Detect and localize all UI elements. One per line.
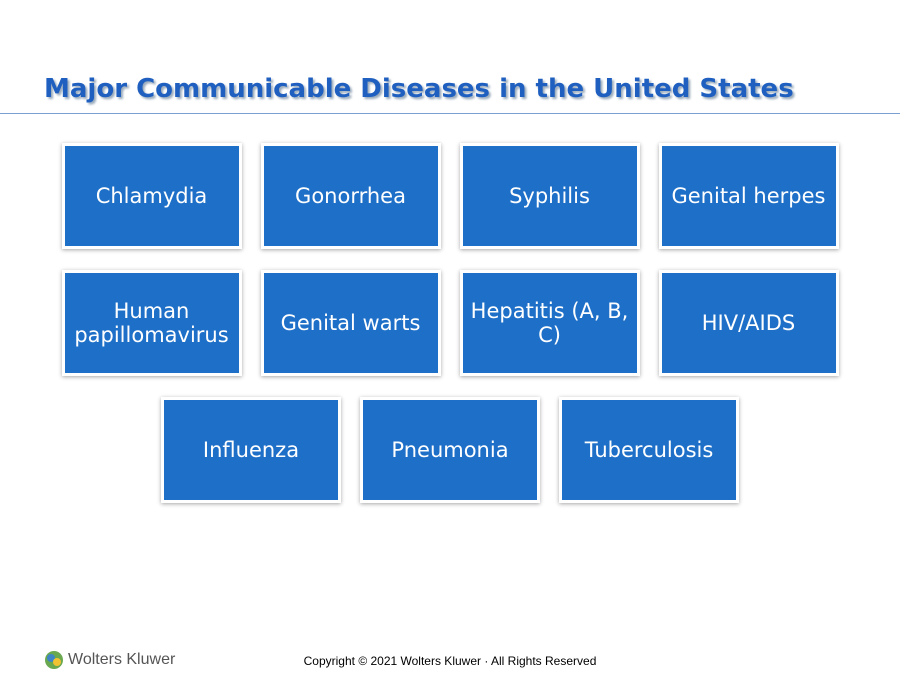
disease-box: Chlamydia	[61, 143, 242, 249]
box-row: Chlamydia Gonorrhea Syphilis Genital herpes	[0, 143, 900, 249]
disease-box: Pneumonia	[360, 397, 540, 503]
logo-text: Wolters Kluwer	[68, 651, 176, 668]
disease-box: HIV/AIDS	[658, 270, 839, 376]
disease-box: Syphilis	[459, 143, 640, 249]
disease-box: Genital herpes	[658, 143, 839, 249]
copyright: Copyright © 2021 Wolters Kluwer · All Ri…	[303, 654, 597, 668]
title-rule	[0, 113, 900, 114]
disease-box: Tuberculosis	[559, 397, 739, 503]
disease-box: Human papillomavirus	[61, 270, 242, 376]
logo-icon	[45, 651, 63, 669]
logo: Wolters Kluwer	[44, 650, 175, 670]
disease-box: Hepatitis (A, B, C)	[459, 270, 640, 376]
box-row: Human papillomavirus Genital warts Hepatit…	[0, 270, 900, 376]
disease-box: Genital warts	[260, 270, 441, 376]
slide-title: Major Communicable Diseases in the Unite…	[44, 74, 794, 104]
box-row: Influenza Pneumonia Tuberculosis	[0, 397, 900, 503]
disease-box: Gonorrhea	[260, 143, 441, 249]
disease-box: Influenza	[161, 397, 341, 503]
